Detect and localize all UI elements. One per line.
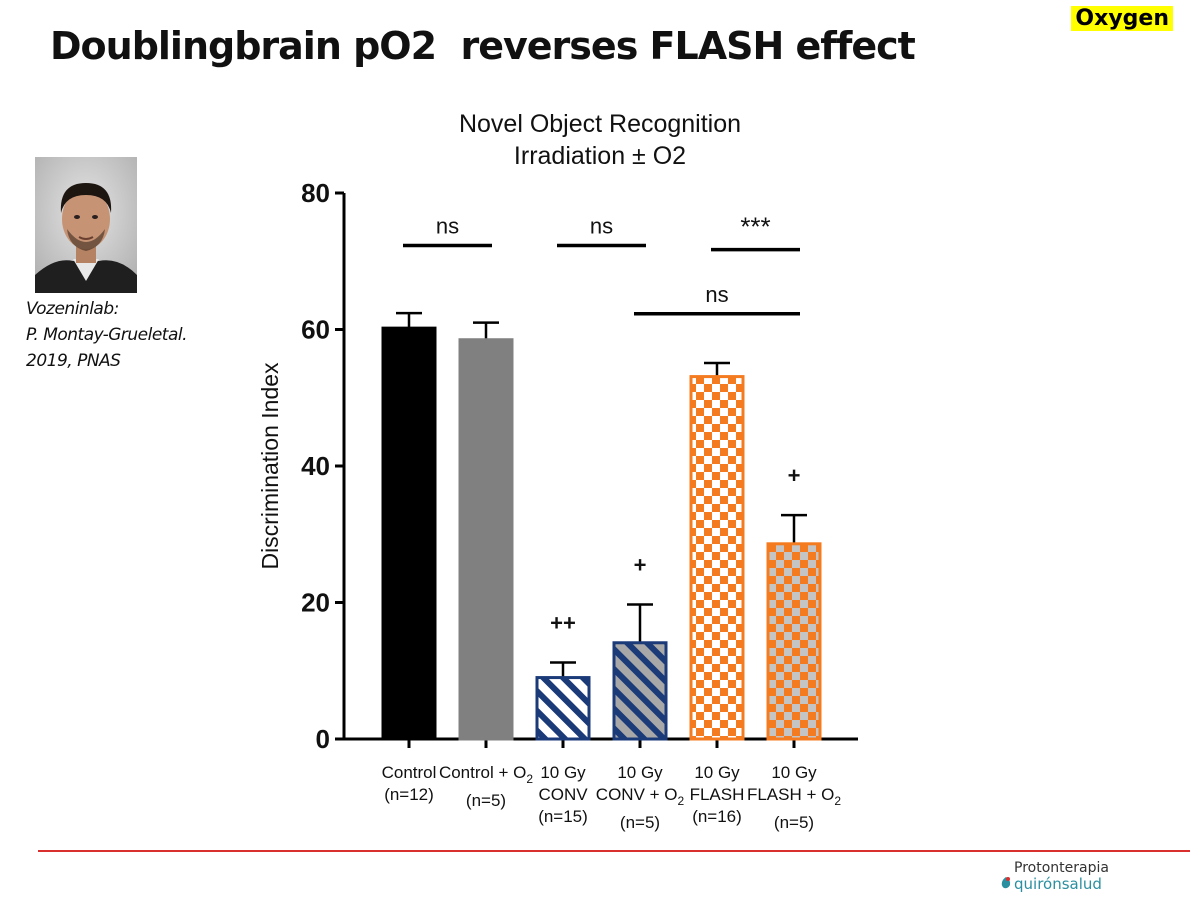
chart-title: Novel Object Recognition — [458, 110, 742, 138]
x-tick-label: CONV — [538, 785, 588, 804]
logo-line2: quirónsalud — [1014, 875, 1102, 893]
bar — [612, 641, 668, 741]
y-axis-label: Discrimination Index — [257, 362, 283, 570]
x-tick-label: (n=15) — [538, 807, 588, 826]
logo-mark-icon — [1001, 877, 1011, 889]
x-tick-label: 10 Gy — [771, 763, 817, 782]
y-tick-label: 80 — [301, 178, 330, 208]
bar — [381, 326, 437, 741]
comparison-label: *** — [740, 212, 770, 242]
x-tick-label: (n=16) — [692, 807, 742, 826]
y-tick-label: 20 — [301, 588, 330, 618]
x-tick-label: Control — [382, 763, 437, 782]
footer-divider — [38, 850, 1190, 852]
x-tick-label: (n=12) — [384, 785, 434, 804]
caption-line-lab: Vozeninlab: — [26, 299, 119, 319]
x-tick-label: 10 Gy — [540, 763, 586, 782]
researcher-photo — [35, 157, 137, 293]
x-tick-label: CONV + O2 — [596, 785, 685, 808]
x-tick-label: (n=5) — [466, 791, 506, 810]
bar — [766, 542, 822, 741]
significance-marker: + — [788, 463, 801, 488]
y-tick-label: 60 — [301, 315, 330, 345]
x-tick-label: FLASH — [690, 785, 745, 804]
citation-caption: Vozeninlab: P. Montay-Grueletal. 2019, P… — [26, 296, 188, 374]
x-tick-label: Control + O2 — [439, 763, 533, 786]
x-tick-label: (n=5) — [620, 813, 660, 832]
topic-tag: Oxygen — [1071, 6, 1173, 31]
comparison-label: ns — [705, 282, 728, 307]
bar — [535, 676, 591, 741]
chart-subtitle: Irradiation ± O2 — [513, 142, 687, 170]
y-tick-label: 0 — [316, 724, 330, 754]
slide-title: Doublingbrain pO2 reverses FLASH effect — [50, 24, 916, 68]
comparison-label: ns — [436, 214, 459, 239]
logo-line1: Protonterapia — [1014, 860, 1109, 876]
significance-marker: ++ — [550, 611, 576, 636]
x-tick-label: FLASH + O2 — [747, 785, 841, 808]
comparison-label: ns — [590, 214, 613, 239]
x-tick-label: 10 Gy — [617, 763, 663, 782]
significance-marker: + — [634, 553, 647, 578]
bar — [689, 375, 745, 741]
caption-line-journal: 2019, PNAS — [26, 351, 121, 371]
caption-line-authors: P. Montay-Grueletal. — [26, 325, 188, 345]
x-tick-label: (n=5) — [774, 813, 814, 832]
y-tick-label: 40 — [301, 451, 330, 481]
bar — [458, 338, 514, 741]
x-tick-label: 10 Gy — [694, 763, 740, 782]
